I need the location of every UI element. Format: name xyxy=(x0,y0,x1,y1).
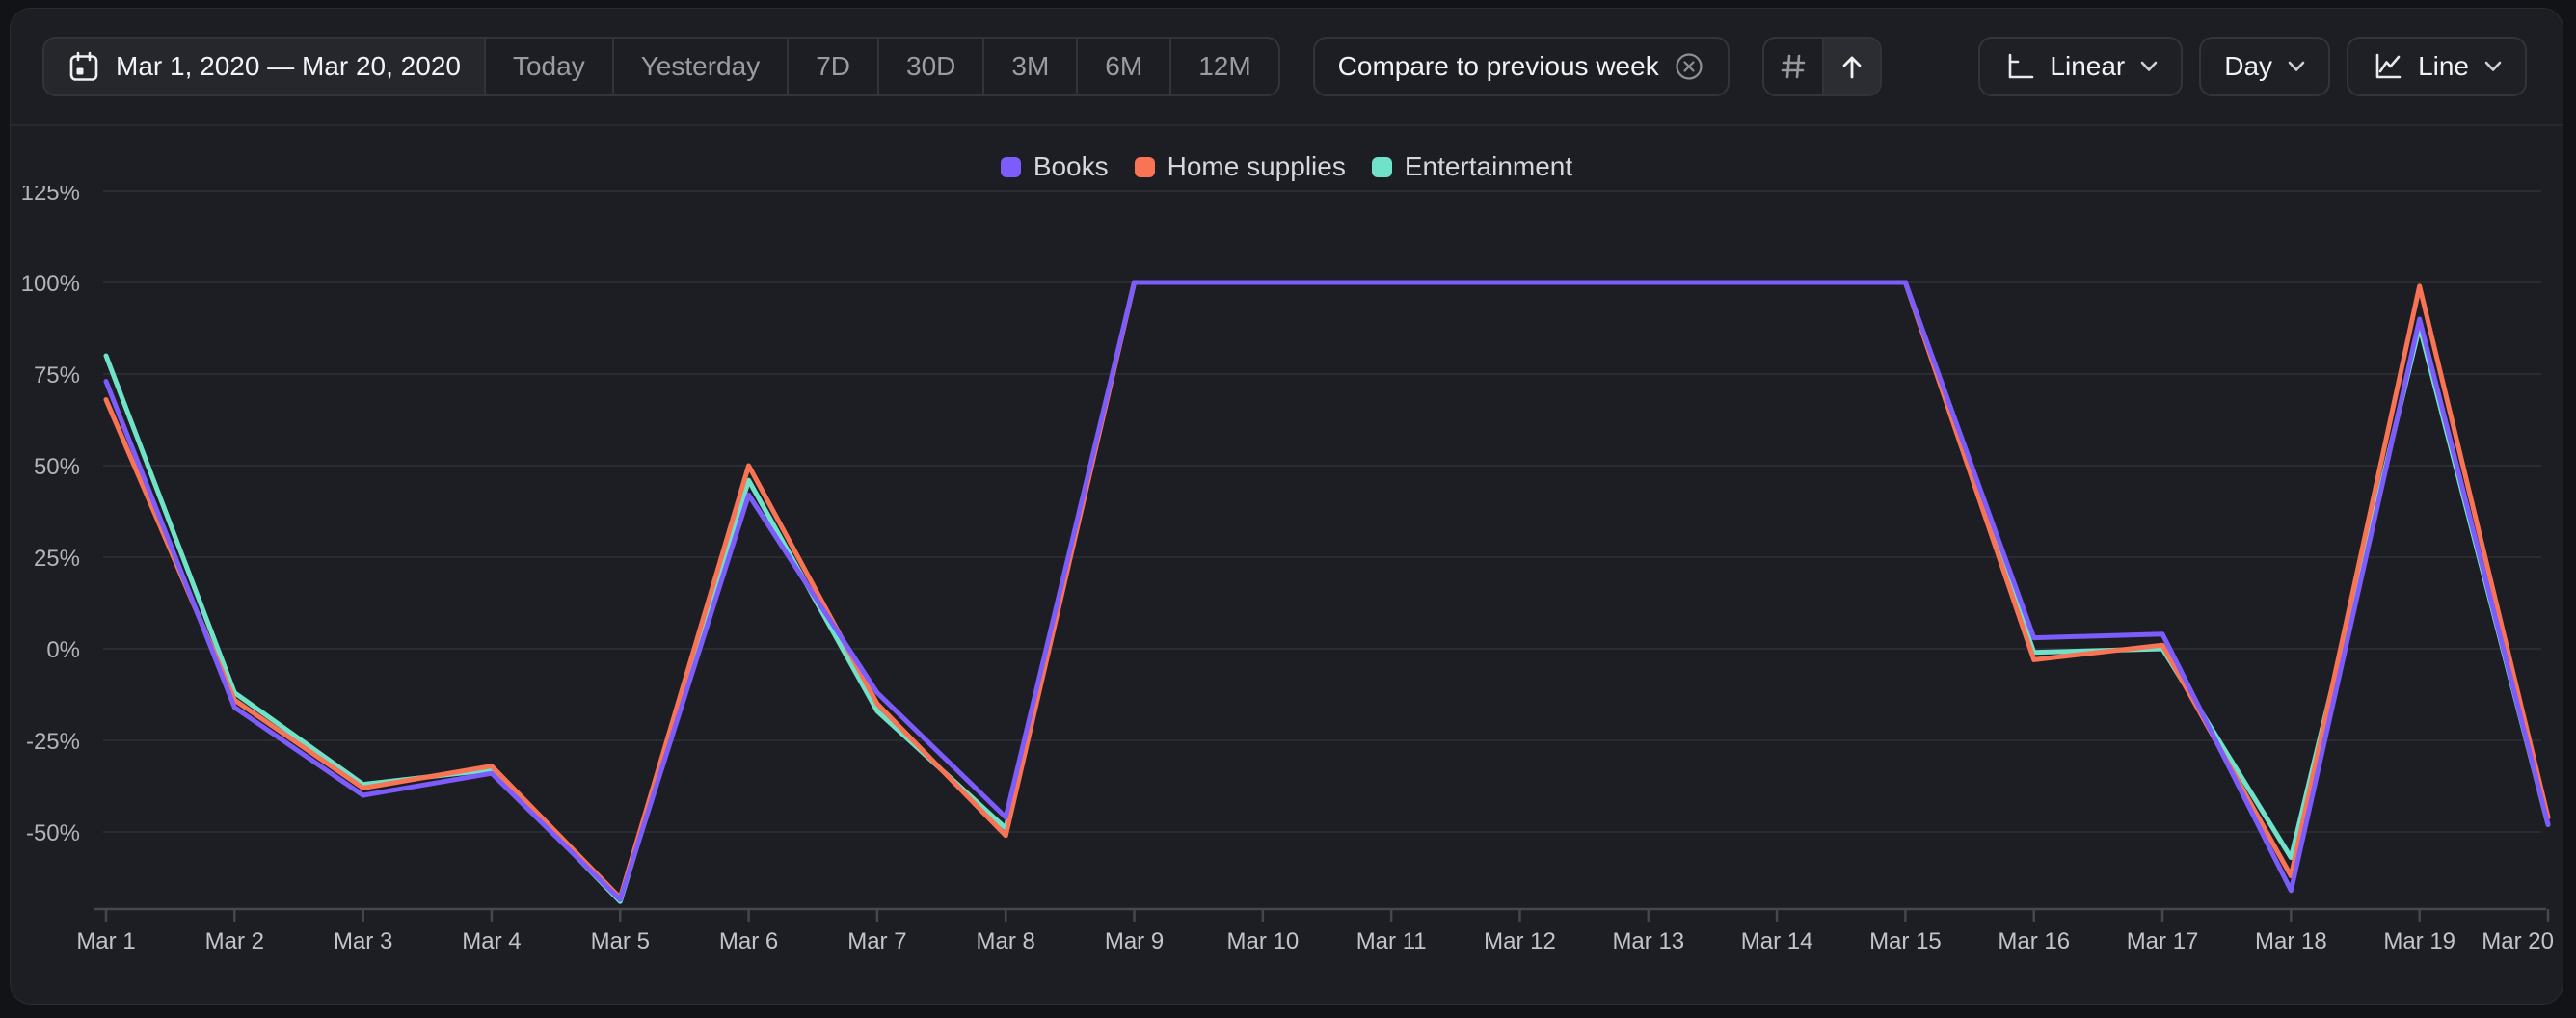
y-axis-label: -25% xyxy=(26,729,80,755)
books-swatch xyxy=(1000,156,1021,177)
y-axis-label: 0% xyxy=(46,637,80,663)
books-label: Books xyxy=(1033,151,1109,181)
chart-settings-group: Linear Day Line xyxy=(1978,37,2527,96)
calendar-icon xyxy=(69,51,98,81)
x-axis-label: Mar 3 xyxy=(334,928,392,954)
x-axis-label: Mar 18 xyxy=(2255,928,2327,954)
legend-item-entertainment[interactable]: Entertainment xyxy=(1371,151,1573,182)
chart-type-label: Line xyxy=(2418,51,2469,81)
compare-toggle[interactable]: Compare to previous week xyxy=(1312,37,1730,96)
x-axis-label: Mar 1 xyxy=(76,928,135,954)
y-axis-label: 25% xyxy=(34,546,80,572)
x-axis-label: Mar 7 xyxy=(847,928,906,954)
preset-today[interactable]: Today xyxy=(483,39,612,94)
preset-30d[interactable]: 30D xyxy=(877,39,982,94)
chevron-down-icon xyxy=(2484,61,2502,71)
preset-7d[interactable]: 7D xyxy=(787,39,877,94)
x-axis-label: Mar 12 xyxy=(1484,928,1556,954)
chart-type-dropdown[interactable]: Line xyxy=(2347,37,2527,96)
entertainment-swatch xyxy=(1371,156,1392,177)
y-axis-label: -50% xyxy=(26,820,80,846)
y-axis-label: 125% xyxy=(21,186,80,205)
series-line-books xyxy=(103,280,2551,902)
x-axis-label: Mar 15 xyxy=(1869,928,1942,954)
x-axis-label: Mar 5 xyxy=(591,928,650,954)
x-axis-label: Mar 6 xyxy=(719,928,778,954)
x-axis-label: Mar 2 xyxy=(205,928,264,954)
compare-label: Compare to previous week xyxy=(1337,51,1659,81)
x-axis-label: Mar 9 xyxy=(1105,928,1164,954)
interval-label: Day xyxy=(2224,51,2273,81)
x-axis-label: Mar 4 xyxy=(462,928,521,954)
toolbar: Mar 1, 2020 — Mar 20, 2020 Today Yesterd… xyxy=(11,9,2563,126)
x-axis-label: Mar 13 xyxy=(1612,928,1684,954)
preset-3m[interactable]: 3M xyxy=(982,39,1076,94)
date-range-label: Mar 1, 2020 — Mar 20, 2020 xyxy=(116,51,461,81)
sort-ascending-button[interactable] xyxy=(1821,39,1880,94)
line-chart[interactable]: 125% 100% 75% 50% 25% 0% -25% -50% Mar 1 Mar 2 Mar… xyxy=(11,186,2563,986)
preset-6m[interactable]: 6M xyxy=(1076,39,1169,94)
y-axis-label: 100% xyxy=(21,271,80,297)
x-axis-label: Mar 19 xyxy=(2383,928,2455,954)
linear-scale-icon xyxy=(2009,53,2034,79)
chart-legend: Books Home supplies Entertainment xyxy=(11,151,2563,181)
series-line-entertainment xyxy=(103,280,2551,904)
home-supplies-swatch xyxy=(1134,156,1155,177)
interval-dropdown[interactable]: Day xyxy=(2199,37,2331,96)
preset-12m[interactable]: 12M xyxy=(1169,39,1277,94)
remove-compare-icon[interactable] xyxy=(1674,51,1704,82)
arrow-up-icon xyxy=(1842,56,1862,79)
date-range-control: Mar 1, 2020 — Mar 20, 2020 Today Yesterd… xyxy=(42,37,1280,96)
grid-view-button[interactable] xyxy=(1764,39,1822,94)
x-axis-label: Mar 14 xyxy=(1741,928,1813,954)
chevron-down-icon xyxy=(2288,61,2305,71)
scale-dropdown[interactable]: Linear xyxy=(1978,37,2184,96)
x-axis-label: Mar 8 xyxy=(977,928,1035,954)
x-axis-label: Mar 20 xyxy=(2482,928,2554,954)
date-range-button[interactable]: Mar 1, 2020 — Mar 20, 2020 xyxy=(44,39,484,94)
y-axis-label: 75% xyxy=(34,362,80,388)
legend-item-home-supplies[interactable]: Home supplies xyxy=(1134,151,1346,182)
x-axis-label: Mar 10 xyxy=(1226,928,1299,954)
chevron-down-icon xyxy=(2140,61,2158,71)
legend-item-books[interactable]: Books xyxy=(1000,151,1109,182)
preset-yesterday[interactable]: Yesterday xyxy=(611,39,788,94)
x-axis-label: Mar 17 xyxy=(2127,928,2199,954)
scale-label: Linear xyxy=(2050,51,2126,81)
chart-panel: Mar 1, 2020 — Mar 20, 2020 Today Yesterd… xyxy=(10,8,2563,1005)
x-axis-label: Mar 16 xyxy=(1998,928,2070,954)
x-axis-label: Mar 11 xyxy=(1356,928,1427,954)
home-supplies-label: Home supplies xyxy=(1167,151,1346,181)
entertainment-label: Entertainment xyxy=(1404,151,1573,181)
line-chart-icon xyxy=(2375,53,2402,79)
grid-icon xyxy=(1781,54,1806,79)
grid-direction-toggle xyxy=(1761,37,1882,96)
y-axis-label: 50% xyxy=(34,454,80,480)
